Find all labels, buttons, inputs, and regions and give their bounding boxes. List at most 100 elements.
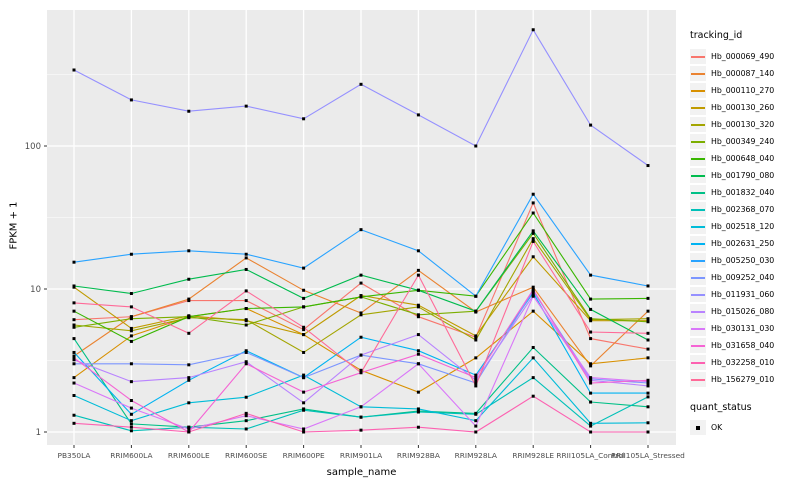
data-point bbox=[531, 239, 535, 243]
x-tick-label: RRIM600PE bbox=[283, 451, 325, 460]
data-point bbox=[72, 260, 76, 264]
data-point bbox=[416, 268, 420, 272]
series-color-line-icon bbox=[691, 277, 705, 279]
x-tick-label: RRIM901LA bbox=[340, 451, 382, 460]
data-point bbox=[589, 400, 593, 404]
data-point bbox=[302, 117, 306, 121]
series-color-line-icon bbox=[691, 56, 705, 58]
data-point bbox=[129, 317, 133, 321]
data-point bbox=[359, 295, 363, 299]
data-point bbox=[416, 425, 420, 429]
data-point bbox=[589, 391, 593, 395]
series-color-line-icon bbox=[691, 124, 705, 126]
data-point bbox=[474, 381, 478, 385]
data-point bbox=[72, 337, 76, 341]
data-point bbox=[72, 309, 76, 313]
series-color-line-icon bbox=[691, 243, 705, 245]
data-point bbox=[302, 296, 306, 300]
data-point bbox=[187, 315, 191, 319]
data-point bbox=[244, 318, 248, 322]
legend-key-swatch bbox=[690, 83, 706, 98]
series-color-line-icon bbox=[691, 226, 705, 228]
data-point bbox=[416, 313, 420, 317]
data-point bbox=[474, 412, 478, 416]
data-point bbox=[244, 299, 248, 303]
series-color-line-icon bbox=[691, 90, 705, 92]
legend-item-label: Hb_030131_030 bbox=[711, 324, 775, 333]
data-point bbox=[302, 325, 306, 329]
data-point bbox=[244, 349, 248, 353]
legend-item-ok: OK bbox=[690, 419, 798, 436]
series-color-line-icon bbox=[691, 294, 705, 296]
data-point bbox=[129, 380, 133, 384]
data-point bbox=[187, 376, 191, 380]
legend-title-tracking-id: tracking_id bbox=[690, 30, 743, 41]
data-point bbox=[531, 285, 535, 289]
data-point bbox=[187, 378, 191, 382]
legend-key-swatch bbox=[690, 151, 706, 166]
data-point bbox=[187, 109, 191, 113]
data-point bbox=[72, 413, 76, 417]
legend-item-label: Hb_000069_490 bbox=[711, 52, 775, 61]
data-point bbox=[129, 429, 133, 433]
legend-item-label: OK bbox=[711, 423, 723, 432]
legend-key-swatch bbox=[690, 372, 706, 387]
data-point bbox=[646, 320, 650, 324]
data-point bbox=[646, 331, 650, 335]
data-point bbox=[416, 333, 420, 337]
legend-key-swatch bbox=[690, 185, 706, 200]
x-tick-label: RRIM928BA bbox=[397, 451, 440, 460]
data-point bbox=[129, 412, 133, 416]
data-point bbox=[531, 255, 535, 259]
data-point bbox=[531, 309, 535, 313]
data-point bbox=[589, 337, 593, 341]
data-point bbox=[531, 356, 535, 360]
data-point bbox=[646, 284, 650, 288]
data-point bbox=[244, 414, 248, 418]
data-point bbox=[589, 330, 593, 334]
data-point bbox=[589, 376, 593, 380]
x-tick-label: RRIM928LE bbox=[512, 451, 554, 460]
data-point bbox=[359, 415, 363, 419]
legend-item-label: Hb_011931_060 bbox=[711, 290, 775, 299]
legend: tracking_id Hb_000069_490 Hb_000087_140 Hb… bbox=[690, 30, 798, 436]
data-point bbox=[244, 289, 248, 293]
series-color-line-icon bbox=[691, 209, 705, 211]
legend-item: Hb_009252_040 bbox=[690, 269, 798, 286]
series-color-line-icon bbox=[691, 192, 705, 194]
legend-item-label: Hb_000087_140 bbox=[711, 69, 775, 78]
legend-item-label: Hb_002368_070 bbox=[711, 205, 775, 214]
data-point bbox=[646, 405, 650, 409]
data-point bbox=[589, 273, 593, 277]
data-point bbox=[589, 297, 593, 301]
data-point bbox=[187, 425, 191, 429]
data-point bbox=[129, 329, 133, 333]
x-axis-title: sample_name bbox=[326, 467, 397, 478]
series-color-line-icon bbox=[691, 141, 705, 143]
data-point bbox=[187, 430, 191, 434]
x-tick-label: RRIM928LA bbox=[455, 451, 497, 460]
data-point bbox=[416, 407, 420, 411]
data-point bbox=[474, 144, 478, 148]
legend-key-swatch bbox=[690, 253, 706, 268]
legend-item-label: Hb_001832_040 bbox=[711, 188, 775, 197]
legend-key-swatch bbox=[690, 66, 706, 81]
legend-item-label: Hb_000130_260 bbox=[711, 103, 775, 112]
data-point bbox=[416, 113, 420, 117]
data-point bbox=[646, 430, 650, 434]
data-point bbox=[474, 424, 478, 428]
data-point bbox=[416, 315, 420, 319]
data-point bbox=[531, 376, 535, 380]
data-point bbox=[474, 338, 478, 342]
data-point bbox=[302, 401, 306, 405]
data-point bbox=[72, 354, 76, 358]
x-tick-label: RRII105LA_Stressed bbox=[611, 451, 685, 460]
data-point bbox=[359, 228, 363, 232]
legend-key-swatch bbox=[690, 304, 706, 319]
data-point bbox=[359, 428, 363, 432]
data-point bbox=[359, 371, 363, 375]
data-point bbox=[72, 350, 76, 354]
data-point bbox=[302, 427, 306, 431]
data-point bbox=[359, 368, 363, 372]
